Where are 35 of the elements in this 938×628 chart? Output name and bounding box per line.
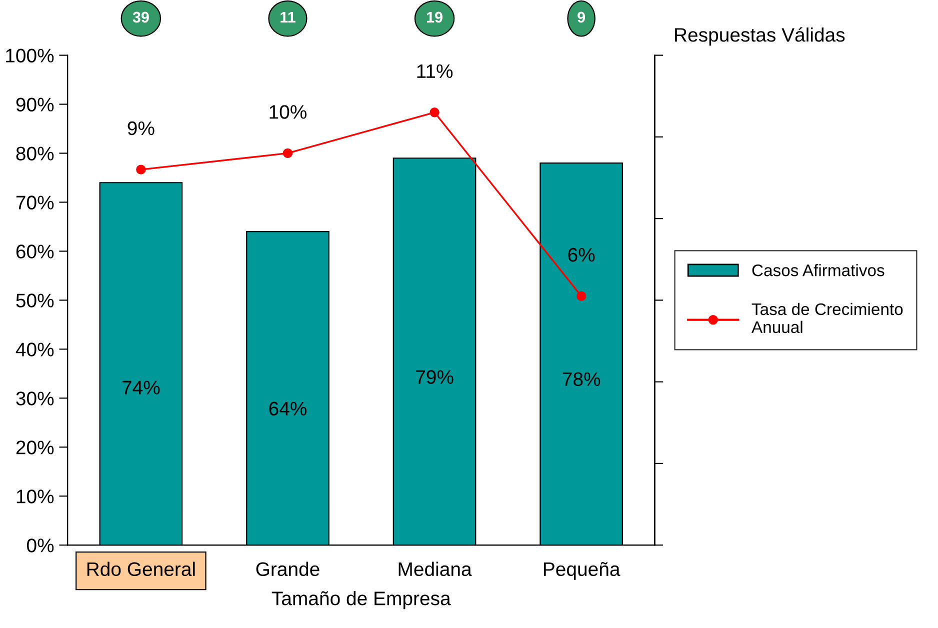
data-label: 9% — [128, 121, 154, 136]
text: 80% — [16, 146, 54, 160]
text: 30% — [16, 392, 54, 406]
data-label: 10% — [270, 105, 306, 119]
text: 0% — [27, 538, 54, 552]
text: 100% — [6, 48, 54, 62]
data-label: 79% — [416, 370, 454, 384]
legend-label: Casos Afirmativos — [752, 264, 884, 276]
point — [136, 164, 146, 174]
text: 9 — [578, 12, 586, 23]
x-axis-title: Tamaño de Empresa — [272, 591, 451, 610]
text: 50% — [16, 294, 54, 308]
point — [430, 108, 440, 118]
legend-label: Tasa de Crecimiento Anuual — [752, 302, 903, 334]
data-label: 11% — [417, 64, 453, 78]
point — [282, 148, 293, 158]
text: 11 — [280, 12, 296, 22]
text: 60% — [16, 244, 54, 258]
data-label: 6% — [568, 248, 595, 262]
text: 19 — [426, 12, 442, 23]
data-label: 74% — [122, 380, 160, 394]
x-tick-label: Grande — [256, 562, 320, 576]
data-label: 64% — [269, 402, 306, 416]
text: 10% — [16, 490, 54, 504]
text: Respuestas Válidas — [675, 27, 845, 46]
x-tick-label: Pequeña — [544, 562, 620, 580]
text: 39 — [132, 12, 149, 23]
text: 70% — [16, 196, 54, 210]
text: 90% — [16, 98, 54, 112]
x-tick-label: Mediana — [398, 562, 472, 576]
text: 20% — [16, 440, 54, 454]
text: 40% — [16, 342, 54, 356]
point — [576, 291, 586, 301]
data-label: 78% — [562, 372, 600, 386]
x-tick-label: Rdo General — [87, 562, 195, 576]
